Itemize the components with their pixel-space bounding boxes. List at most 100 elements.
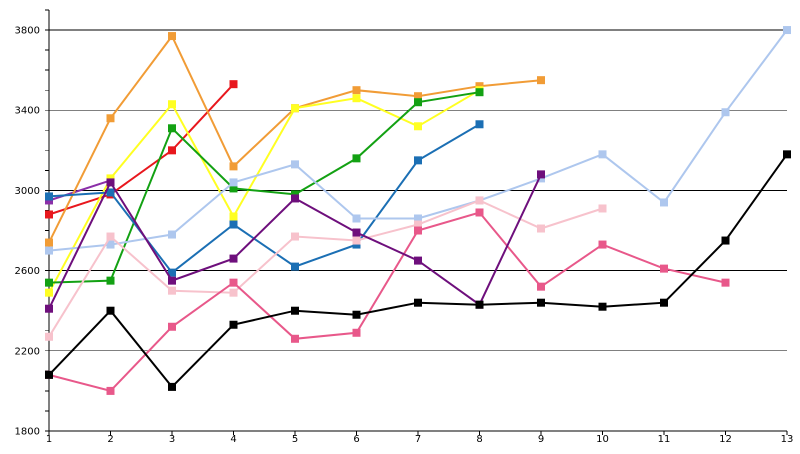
series-5 bbox=[45, 88, 484, 287]
series-8-point bbox=[475, 196, 484, 205]
series-4-point bbox=[168, 100, 176, 109]
series-10 bbox=[45, 170, 545, 313]
series-7-point bbox=[414, 214, 422, 223]
series-9 bbox=[45, 208, 730, 395]
series-6-point bbox=[352, 240, 361, 249]
series-3-point bbox=[168, 32, 176, 41]
series-7-point bbox=[660, 198, 668, 207]
series-11-point bbox=[414, 298, 422, 307]
series-8-point bbox=[414, 220, 422, 229]
series-9-point bbox=[291, 334, 299, 343]
series-11-point bbox=[106, 306, 115, 315]
series-4-point bbox=[414, 122, 422, 131]
series-9-point bbox=[660, 264, 668, 273]
series-5-point bbox=[45, 278, 53, 287]
series-3-line bbox=[48, 34, 542, 244]
x-tick-label: 10 bbox=[596, 434, 609, 445]
series-4-line bbox=[48, 89, 481, 294]
series-2-point bbox=[45, 210, 53, 219]
series-8-line bbox=[48, 199, 603, 338]
series-8-point bbox=[291, 232, 299, 241]
series-5-point bbox=[291, 190, 299, 199]
y-tick-label: 1800 bbox=[15, 427, 40, 438]
series-7-point bbox=[168, 230, 176, 239]
series-1-line bbox=[48, 179, 111, 202]
series-3-point bbox=[537, 76, 545, 85]
series-4-point bbox=[229, 212, 238, 221]
series-8-point bbox=[106, 232, 115, 241]
series-9-line bbox=[48, 211, 726, 393]
series-11-point bbox=[475, 300, 484, 309]
series-6-line bbox=[48, 123, 481, 275]
series-3-point bbox=[45, 238, 53, 247]
series-5-line bbox=[48, 91, 480, 284]
x-tick-label: 2 bbox=[107, 434, 113, 445]
series-3-point bbox=[229, 162, 238, 171]
series-10-point bbox=[352, 228, 361, 237]
series-6-point bbox=[168, 268, 176, 277]
series-11-point bbox=[721, 236, 730, 245]
series-7-point bbox=[291, 160, 299, 169]
series-8-point bbox=[537, 224, 545, 233]
series-9-point bbox=[537, 282, 545, 291]
series-11-point bbox=[598, 302, 607, 311]
y-tick-label: 3800 bbox=[15, 26, 40, 37]
x-tick-label: 11 bbox=[658, 434, 671, 445]
series-7-point bbox=[783, 26, 791, 35]
y-tick-label: 2200 bbox=[15, 346, 40, 357]
series-6-point bbox=[229, 220, 238, 229]
series-5-point bbox=[229, 184, 238, 193]
series-7-point bbox=[106, 240, 115, 249]
series-3-point bbox=[414, 92, 422, 101]
series-5-point bbox=[168, 124, 176, 133]
series-9-point bbox=[229, 278, 238, 287]
y-tick-label: 3400 bbox=[15, 106, 40, 117]
series-4-point bbox=[45, 288, 53, 297]
series-11-point bbox=[45, 370, 53, 379]
series-10-point bbox=[45, 304, 53, 313]
series-8-point bbox=[45, 332, 53, 341]
series-9-point bbox=[106, 386, 115, 395]
series-10-point bbox=[291, 194, 299, 203]
series-9-point bbox=[414, 226, 422, 235]
series-6-point bbox=[106, 188, 115, 197]
series-11-point bbox=[783, 150, 791, 159]
series-8-point bbox=[598, 204, 607, 213]
series-10-point bbox=[229, 254, 238, 263]
x-tick-label: 8 bbox=[476, 434, 482, 445]
series-6-point bbox=[291, 262, 299, 271]
series-8-point bbox=[352, 236, 361, 245]
y-tick-label: 3000 bbox=[15, 186, 40, 197]
series-6-point bbox=[475, 120, 484, 129]
x-tick-label: 1 bbox=[46, 434, 52, 445]
series-8-point bbox=[229, 288, 238, 297]
series-9-point bbox=[598, 240, 607, 249]
series-9-point bbox=[168, 322, 176, 331]
series-1-point bbox=[45, 196, 53, 205]
series-7-point bbox=[537, 174, 545, 183]
series-group bbox=[45, 26, 791, 395]
series-11-point bbox=[660, 298, 668, 307]
series-3-point bbox=[106, 114, 115, 123]
series-11 bbox=[45, 150, 791, 391]
series-7 bbox=[45, 26, 791, 255]
series-7-point bbox=[45, 246, 53, 255]
x-tick-label: 12 bbox=[719, 434, 732, 445]
series-2-line bbox=[48, 83, 235, 216]
series-9-point bbox=[721, 278, 730, 287]
series-11-point bbox=[537, 298, 545, 307]
series-5-point bbox=[475, 88, 484, 97]
x-tick-label: 13 bbox=[781, 434, 794, 445]
series-10-point bbox=[168, 276, 176, 285]
series-3-point bbox=[352, 86, 361, 95]
series-5-point bbox=[414, 98, 422, 107]
x-tick-label: 3 bbox=[169, 434, 175, 445]
x-tick-label: 4 bbox=[230, 434, 236, 445]
series-4-point bbox=[291, 104, 299, 113]
series-2-point bbox=[229, 80, 238, 89]
y-tick-label: 2600 bbox=[15, 266, 40, 277]
series-5-point bbox=[106, 276, 115, 285]
